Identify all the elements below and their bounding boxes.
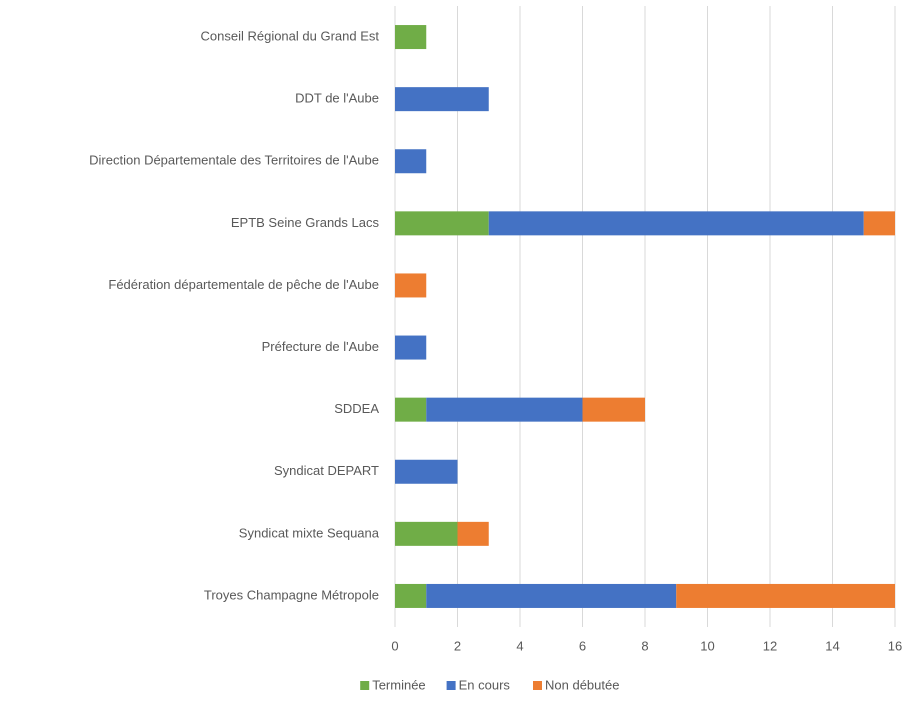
legend-swatch: [533, 681, 542, 690]
bar-segment: [395, 211, 489, 236]
x-tick-label: 16: [888, 638, 902, 653]
y-tick-label: EPTB Seine Grands Lacs: [231, 215, 380, 230]
x-tick-label: 0: [391, 638, 398, 653]
bar-segment: [676, 583, 895, 608]
legend-label: Non débutée: [545, 677, 619, 692]
y-tick-label: Direction Départementale des Territoires…: [89, 153, 379, 168]
x-tick-label: 8: [641, 638, 648, 653]
bar-segment: [395, 25, 427, 50]
x-tick-label: 4: [516, 638, 523, 653]
bar-segment: [395, 521, 458, 546]
y-tick-label: DDT de l'Aube: [295, 91, 379, 106]
bar-segment: [395, 149, 427, 174]
legend-swatch: [360, 681, 370, 690]
bar-segment: [395, 87, 489, 112]
bar-segment: [395, 273, 427, 298]
y-tick-label: SDDEA: [334, 401, 379, 416]
x-tick-label: 12: [763, 638, 777, 653]
bar-segment: [488, 211, 864, 236]
x-tick-label: 2: [454, 638, 461, 653]
y-tick-label: Fédération départementale de pêche de l'…: [108, 277, 379, 292]
y-tick-label: Troyes Champagne Métropole: [204, 587, 379, 602]
legend-label: Terminée: [372, 677, 425, 692]
y-tick-label: Conseil Régional du Grand Est: [201, 28, 380, 43]
bar-segment: [395, 583, 427, 608]
bar-segment: [426, 397, 583, 422]
bar-segment: [582, 397, 645, 422]
x-tick-label: 14: [825, 638, 839, 653]
x-tick-label: 6: [579, 638, 586, 653]
bar-segment: [426, 583, 677, 608]
y-tick-label: Syndicat DEPART: [274, 463, 379, 478]
bar-segment: [863, 211, 895, 236]
x-tick-label: 10: [700, 638, 714, 653]
y-tick-label: Préfecture de l'Aube: [262, 339, 379, 354]
bar-segment: [395, 397, 427, 422]
bar-segment: [395, 459, 458, 484]
bar-segment: [457, 521, 489, 546]
bar-segment: [395, 335, 427, 360]
y-tick-label: Syndicat mixte Sequana: [239, 525, 380, 540]
legend-swatch: [446, 681, 456, 690]
legend-label: En cours: [459, 677, 511, 692]
